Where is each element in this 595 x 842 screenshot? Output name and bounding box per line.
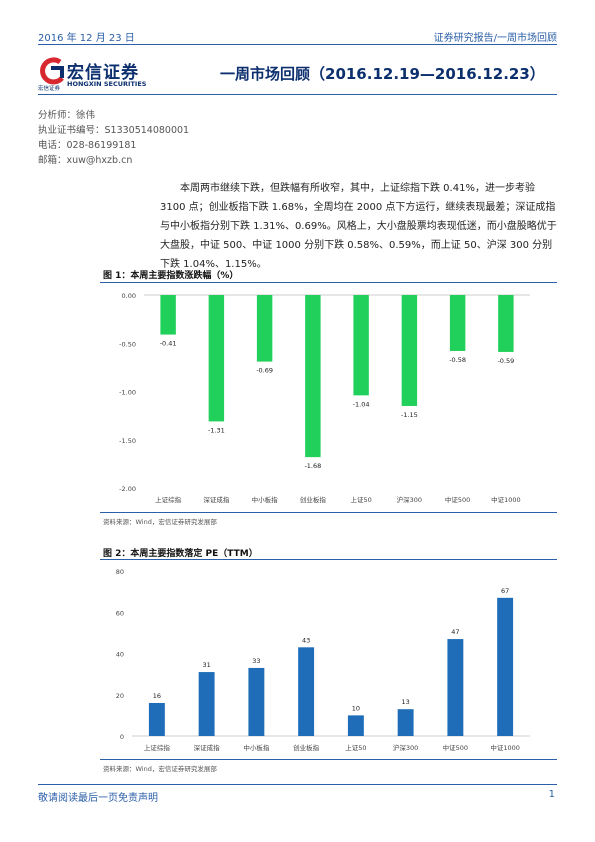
figure1-top-rule <box>100 282 557 283</box>
chart1-category-label: 中证1000 <box>491 495 521 504</box>
disclaimer-link: 敬请阅读最后一页免责声明 <box>38 793 158 804</box>
chart1-category-label: 沪深300 <box>397 495 422 504</box>
chart1-data-label: -1.15 <box>401 411 418 419</box>
chart1-ytick-label: -0.50 <box>119 340 136 348</box>
chart1-bar <box>353 295 369 396</box>
chart2-bar <box>347 715 364 736</box>
chart2-bar <box>248 667 265 736</box>
chart2-data-label: 16 <box>153 692 161 700</box>
figure2-caption: 图 2：本周主要指数落定 PE（TTM） <box>103 549 258 559</box>
report-type: 证券研究报告/一周市场回顾 <box>433 33 557 44</box>
chart2-bar <box>497 597 514 736</box>
chart1-bar <box>160 295 176 335</box>
chart2-bar <box>298 647 315 736</box>
chart2-category-label: 上证综指 <box>144 743 171 752</box>
chart2-category-label: 上证50 <box>345 743 366 752</box>
chart2-data-label: 13 <box>401 698 409 706</box>
chart2-data-label: 10 <box>352 704 360 712</box>
chart1-ytick-label: -1.00 <box>119 389 136 397</box>
chart2-bar <box>198 672 215 736</box>
chart1-bar <box>256 295 273 362</box>
footer-rule <box>38 784 557 785</box>
chart1-category-label: 中证500 <box>445 495 470 504</box>
header-rule <box>38 44 557 45</box>
chart1-category-label: 上证50 <box>350 495 371 504</box>
chart1-data-label: -0.58 <box>449 356 466 364</box>
chart2-ytick-label: 80 <box>116 568 124 576</box>
chart1-bar <box>401 295 418 406</box>
company-name-small: 宏信证券 <box>38 86 61 92</box>
chart2-ytick-label: 20 <box>116 692 124 700</box>
chart1-ytick-label: -1.50 <box>119 437 136 445</box>
chart1-bar <box>498 295 514 352</box>
phone: 电话：028-86199181 <box>38 140 137 151</box>
chart2-category-label: 创业板指 <box>293 743 320 752</box>
chart2-category-label: 沪深300 <box>393 743 418 752</box>
chart2-ytick-label: 60 <box>116 609 124 617</box>
figure2-top-rule <box>100 559 557 560</box>
company-name: 宏信证券 <box>67 63 139 83</box>
chart1-category-label: 上证综指 <box>155 495 182 504</box>
chart2-data-label: 47 <box>451 628 459 636</box>
chart1-data-label: -0.41 <box>160 340 177 348</box>
figure1-caption: 图 1：本周主要指数涨跌幅（%） <box>103 271 239 281</box>
chart1-data-label: -1.31 <box>208 426 225 434</box>
figure1-source: 资料来源：Wind，宏信证券研究发展部 <box>103 518 217 526</box>
chart1-data-label: -1.04 <box>353 400 370 408</box>
chart1-category-label: 中小板指 <box>252 495 279 504</box>
figure2-source: 资料来源：Wind，宏信证券研究发展部 <box>103 765 217 773</box>
chart2-ytick-label: 0 <box>120 733 124 741</box>
summary-paragraph: 本周两市继续下跌，但跌幅有所收窄，其中，上证综指下跌 0.41%，进一步考验 3… <box>160 183 557 270</box>
chart2-data-label: 33 <box>252 657 260 665</box>
chart-index-change: 0.00 -0.50 -1.00 -1.50 -2.00 -0.41 上证综指 -1.31 深证… <box>119 292 530 504</box>
chart2-bar <box>148 703 165 736</box>
chart2-data-label: 31 <box>202 661 210 669</box>
company-logo-icon <box>40 57 64 85</box>
license-number: 执业证书编号：S1330514080001 <box>38 125 190 136</box>
company-name-en: HONGXIN SECURITIES <box>67 80 147 88</box>
chart2-category-label: 中证1000 <box>490 743 520 752</box>
chart1-bar <box>305 295 321 458</box>
report-title: 一周市场回顾（2016.12.19—2016.12.23） <box>220 65 545 83</box>
chart1-category-label: 深证成指 <box>203 495 230 504</box>
chart1-bar <box>208 295 225 422</box>
chart2-bar <box>397 709 414 736</box>
chart1-data-label: -0.69 <box>256 367 273 375</box>
chart-index-pe: 80 60 40 20 0 16 上证综指 31 深证成指 33 中小板指 43 创业板指 10 上证50 1… <box>116 568 530 752</box>
chart2-category-label: 深证成指 <box>194 743 221 752</box>
chart2-ytick-label: 40 <box>116 651 124 659</box>
title-rule <box>38 94 557 95</box>
email: 邮箱：xuw@hxzb.cn <box>38 155 133 166</box>
chart1-data-label: -0.59 <box>497 357 514 365</box>
chart2-category-label: 中证500 <box>443 743 468 752</box>
chart1-bar <box>449 295 466 351</box>
chart2-category-label: 中小板指 <box>243 743 270 752</box>
chart2-data-label: 43 <box>302 636 310 644</box>
chart1-data-label: -1.68 <box>304 462 321 470</box>
figure1-bottom-rule <box>100 512 557 513</box>
chart2-bar <box>447 639 464 736</box>
report-date: 2016 年 12 月 23 日 <box>38 33 135 44</box>
analyst: 分析师：徐伟 <box>38 110 96 121</box>
figure2-bottom-rule <box>100 759 557 760</box>
chart2-data-label: 67 <box>501 587 509 595</box>
page-number: 1 <box>548 789 555 800</box>
chart1-category-label: 创业板指 <box>300 495 327 504</box>
chart1-ytick-label: -2.00 <box>119 485 136 493</box>
chart1-ytick-label: 0.00 <box>122 292 136 300</box>
